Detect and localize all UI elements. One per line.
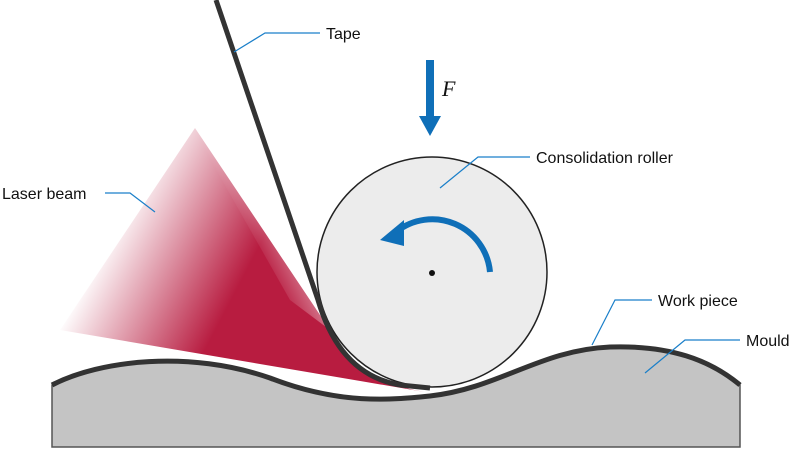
force-arrow-shaft: [426, 60, 434, 118]
laser-leader: [105, 192, 156, 213]
rotation-arrow-icon: [394, 216, 493, 273]
tape-leader: [233, 32, 320, 53]
laser-beam: [60, 128, 425, 392]
roller-leader: [439, 156, 530, 189]
workpiece-label: Work piece: [658, 293, 738, 310]
work-piece: [50, 344, 742, 402]
laser-label: Laser beam: [2, 186, 87, 203]
force-label: F: [441, 76, 456, 101]
tape: [213, 0, 431, 391]
roller-axis: [429, 270, 435, 276]
roller-label: Consolidation roller: [536, 150, 674, 167]
tape-label: Tape: [326, 26, 361, 43]
laser-beam-fade: [195, 128, 330, 330]
rotation-arrowhead: [380, 220, 404, 246]
force-arrow-icon: [419, 116, 441, 136]
mould-leader: [644, 339, 740, 374]
workpiece-leader: [591, 299, 652, 346]
mould-label: Mould: [746, 333, 790, 350]
